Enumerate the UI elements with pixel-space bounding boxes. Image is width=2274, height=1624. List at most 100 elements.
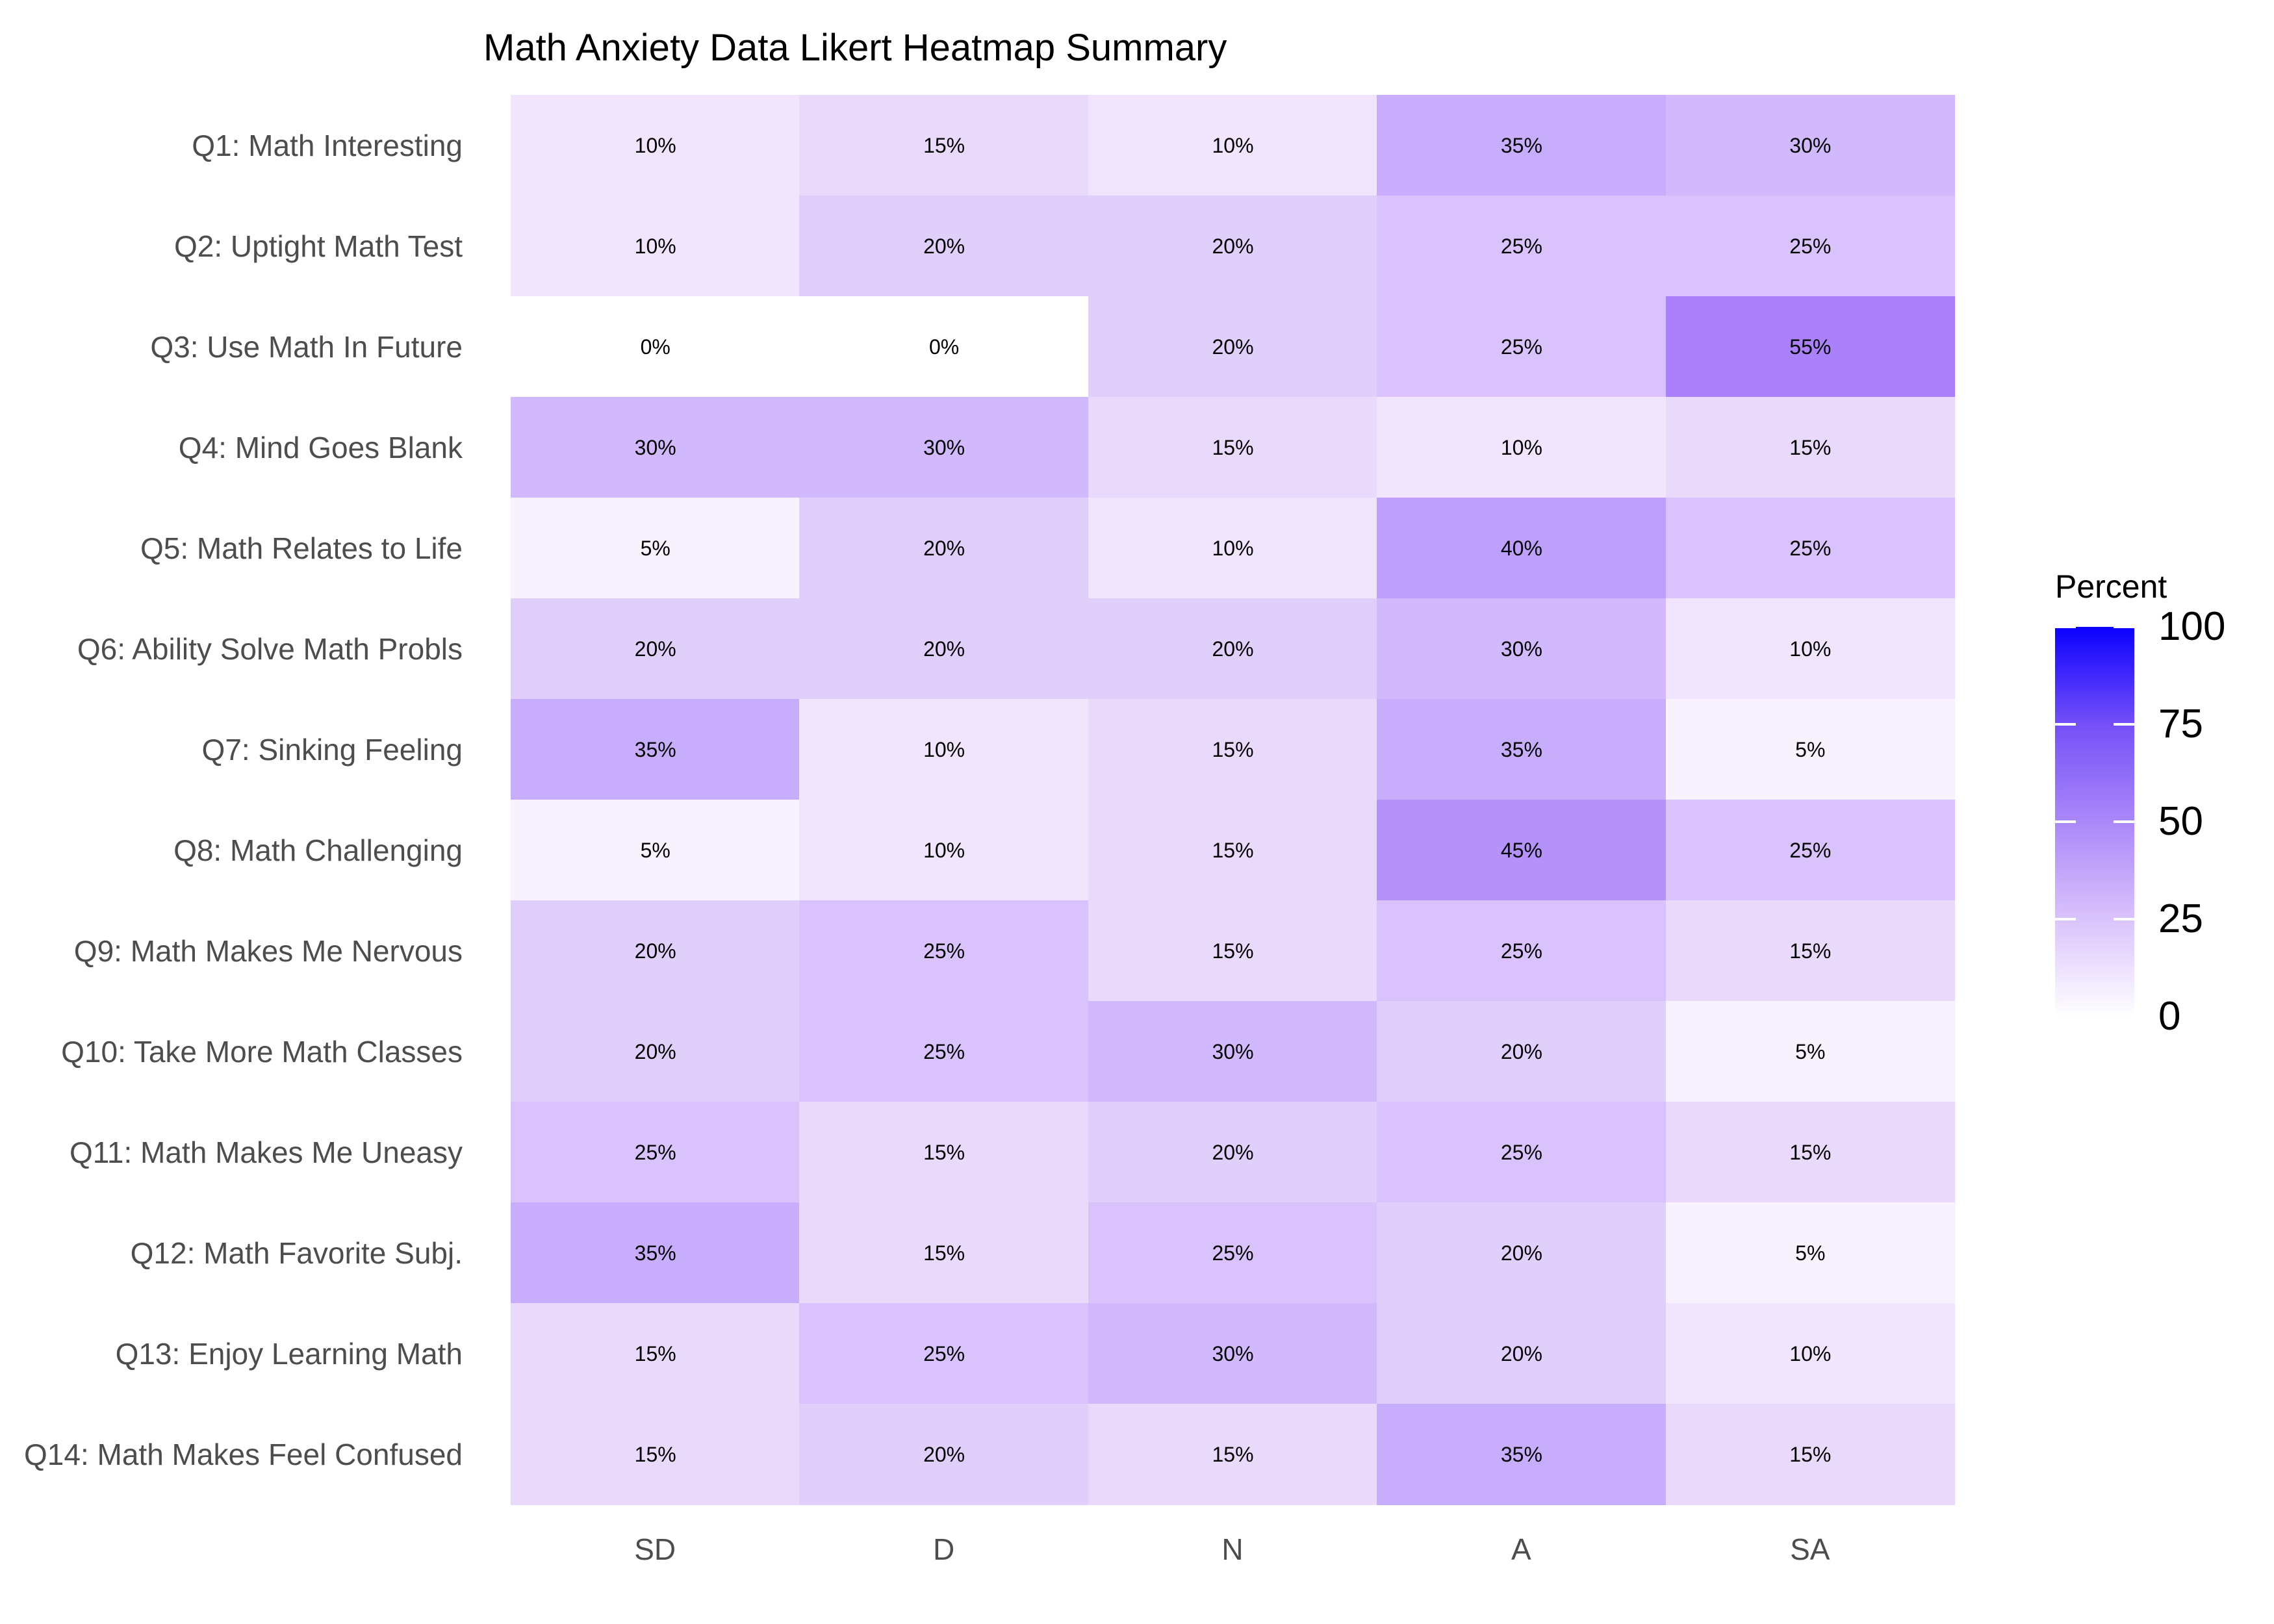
legend-tick-label: 75 [2158, 702, 2203, 746]
heatmap-cell: 15% [511, 1303, 800, 1404]
cell-value-label: 10% [634, 235, 676, 258]
column-label: N [1221, 1532, 1244, 1566]
legend-tick-label: 50 [2158, 799, 2203, 844]
heatmap-cell: 10% [1665, 598, 1955, 700]
cell-value-label: 20% [1212, 1141, 1254, 1164]
cell-value-label: 10% [1212, 537, 1254, 560]
heatmap-cell: 30% [1665, 95, 1955, 196]
cell-value-label: 5% [640, 537, 671, 560]
legend-tick-mark [2114, 626, 2134, 628]
legend-tick-label: 100 [2158, 604, 2226, 649]
heatmap-cell: 20% [511, 900, 800, 1002]
heatmap-cell: 10% [799, 800, 1089, 901]
heatmap-cell: 30% [1377, 598, 1667, 700]
row-label: Q10: Take More Math Classes [61, 1034, 463, 1069]
cell-value-label: 20% [1212, 235, 1254, 258]
cell-value-label: 5% [1795, 1040, 1826, 1063]
heatmap-cell: 25% [799, 900, 1089, 1002]
cell-value-label: 20% [1212, 637, 1254, 661]
cell-value-label: 15% [1789, 436, 1832, 459]
legend-title: Percent [2055, 568, 2167, 605]
cell-value-label: 35% [1500, 1443, 1542, 1466]
heatmap-cell: 25% [1377, 900, 1667, 1002]
heatmap-cell: 25% [1665, 800, 1955, 901]
cell-value-label: 10% [1789, 637, 1832, 661]
heatmap-cell: 25% [1377, 1102, 1667, 1203]
cell-value-label: 0% [640, 335, 671, 359]
cell-value-label: 15% [1789, 1443, 1832, 1466]
heatmap-cell: 15% [799, 1102, 1089, 1203]
cell-value-label: 25% [1789, 537, 1832, 560]
cell-value-label: 35% [1500, 738, 1542, 761]
cell-value-label: 35% [1500, 134, 1542, 157]
heatmap-cell: 10% [1665, 1303, 1955, 1404]
legend-tick-label: 0 [2158, 994, 2181, 1039]
heatmap-cell: 15% [1665, 397, 1955, 498]
heatmap-cell: 45% [1377, 800, 1667, 901]
heatmap-cell: 20% [1377, 1303, 1667, 1404]
row-label: Q8: Math Challenging [173, 833, 463, 867]
heatmap-cell: 35% [1377, 95, 1667, 196]
column-label: SA [1790, 1532, 1830, 1566]
cell-value-label: 25% [923, 1342, 965, 1365]
row-label: Q9: Math Makes Me Nervous [73, 933, 463, 968]
column-label: A [1511, 1532, 1531, 1566]
cell-value-label: 25% [634, 1141, 676, 1164]
column-label: D [932, 1532, 955, 1566]
cell-value-label: 5% [1795, 738, 1826, 761]
heatmap-cell: 15% [511, 1404, 800, 1505]
heatmap-cell: 15% [799, 1202, 1089, 1304]
legend-tick-mark [2055, 626, 2076, 628]
column-label: SD [634, 1532, 676, 1566]
heatmap-cell: 40% [1377, 498, 1667, 599]
heatmap-cell: 20% [1088, 598, 1378, 700]
heatmap-cell: 20% [1088, 196, 1378, 297]
heatmap-cell: 25% [1377, 196, 1667, 297]
cell-value-label: 25% [1789, 839, 1832, 862]
heatmap-cell: 5% [1665, 1202, 1955, 1304]
cell-value-label: 10% [634, 134, 676, 157]
heatmap-cell: 20% [1377, 1202, 1667, 1304]
cell-value-label: 30% [1212, 1040, 1254, 1063]
cell-value-label: 15% [923, 1141, 965, 1164]
cell-value-label: 25% [1500, 335, 1542, 359]
heatmap-cell: 15% [1665, 900, 1955, 1002]
heatmap-cell: 10% [511, 95, 800, 196]
heatmap-cell: 5% [511, 800, 800, 901]
heatmap-cell: 25% [799, 1001, 1089, 1102]
heatmap-cell: 15% [1665, 1102, 1955, 1203]
row-label: Q3: Use Math In Future [150, 329, 463, 364]
cell-value-label: 5% [1795, 1241, 1826, 1265]
cell-value-label: 15% [1212, 1443, 1254, 1466]
heatmap-cell: 20% [799, 1404, 1089, 1505]
heatmap-cell: 15% [799, 95, 1089, 196]
cell-value-label: 30% [634, 436, 676, 459]
cell-value-label: 25% [1500, 235, 1542, 258]
row-label: Q1: Math Interesting [192, 128, 463, 162]
heatmap-cell: 10% [799, 699, 1089, 800]
heatmap-cell: 5% [1665, 1001, 1955, 1102]
heatmap-cell: 15% [1088, 800, 1378, 901]
cell-value-label: 25% [1500, 939, 1542, 963]
cell-value-label: 20% [923, 637, 965, 661]
heatmap-cell: 35% [1377, 1404, 1667, 1505]
cell-value-label: 15% [1789, 939, 1832, 963]
row-label: Q11: Math Makes Me Uneasy [69, 1135, 463, 1169]
cell-value-label: 10% [923, 839, 965, 862]
legend-tick-mark [2114, 723, 2134, 726]
heatmap-cell: 30% [511, 397, 800, 498]
cell-value-label: 20% [1500, 1241, 1542, 1265]
cell-value-label: 15% [634, 1342, 676, 1365]
heatmap-cell: 15% [1088, 1404, 1378, 1505]
cell-value-label: 15% [923, 134, 965, 157]
heatmap-cell: 10% [511, 196, 800, 297]
cell-value-label: 35% [634, 738, 676, 761]
heatmap-cell: 10% [1377, 397, 1667, 498]
cell-value-label: 25% [1212, 1241, 1254, 1265]
heatmap-cell: 15% [1088, 900, 1378, 1002]
row-label: Q2: Uptight Math Test [173, 229, 463, 263]
cell-value-label: 15% [1212, 436, 1254, 459]
cell-value-label: 20% [923, 1443, 965, 1466]
heatmap-cell: 35% [511, 1202, 800, 1304]
